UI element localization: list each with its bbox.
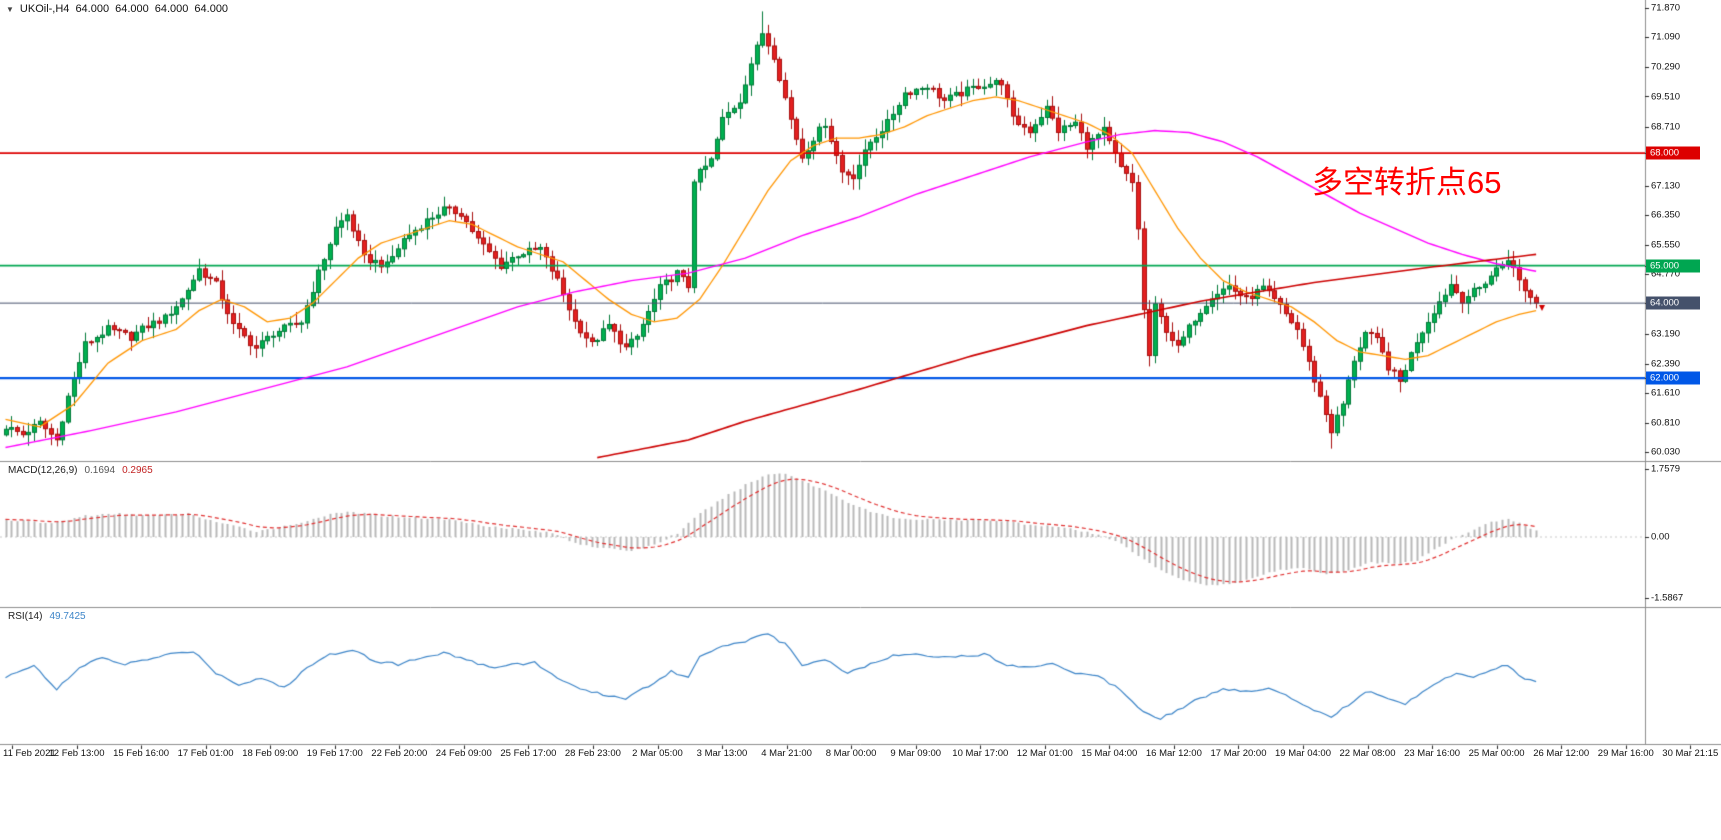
low-value: 64.000 xyxy=(154,3,189,15)
price-level-badge: 64.000 xyxy=(1646,296,1700,310)
price-tick-label: 62.390 xyxy=(1651,358,1681,369)
close-value: 64.000 xyxy=(194,3,229,15)
price-tick-label: 65.550 xyxy=(1651,239,1681,251)
time-tick-label: 25 Feb 17:00 xyxy=(500,748,557,759)
time-tick-label: 4 Mar 21:00 xyxy=(761,748,812,759)
macd-tick-label: 1.7579 xyxy=(1651,463,1681,475)
price-level-badge: 65.000 xyxy=(1646,259,1700,273)
macd-tick-label: 0.00 xyxy=(1651,531,1670,543)
open-value: 64.000 xyxy=(75,3,110,15)
time-tick-label: 16 Mar 12:00 xyxy=(1145,748,1202,759)
price-tick-label: 60.030 xyxy=(1651,446,1681,458)
time-tick-label: 12 Mar 01:00 xyxy=(1016,748,1073,759)
time-tick-label: 29 Mar 16:00 xyxy=(1597,748,1654,759)
macd-indicator-name: MACD(12,26,9) xyxy=(8,465,78,476)
time-tick-label: 2 Mar 05:00 xyxy=(632,748,683,759)
symbol-label: UKOil-,H4 xyxy=(19,3,70,15)
symbol-ohlc-bar: ▼ UKOil-,H4 64.000 64.000 64.000 64.000 xyxy=(6,3,234,15)
time-tick-label: 15 Feb 16:00 xyxy=(113,748,170,759)
price-tick-label: 60.810 xyxy=(1651,417,1681,429)
time-tick-label: 12 Feb 13:00 xyxy=(48,748,105,759)
price-tick-label: 63.190 xyxy=(1651,328,1681,339)
price-level-badge: 68.000 xyxy=(1646,146,1700,160)
time-tick-label: 19 Mar 04:00 xyxy=(1275,748,1331,759)
price-tick-label: 68.710 xyxy=(1651,121,1681,132)
time-tick-label: 17 Feb 01:00 xyxy=(177,748,234,759)
price-tick-label: 64.770 xyxy=(1651,268,1681,280)
price-tick-label: 69.510 xyxy=(1651,91,1681,102)
macd-main-value: 0.1694 xyxy=(84,465,116,476)
time-tick-label: 3 Mar 13:00 xyxy=(696,748,748,759)
time-tick-label: 24 Feb 09:00 xyxy=(435,748,492,759)
time-tick-label: 10 Mar 17:00 xyxy=(952,748,1009,759)
price-tick-label: 67.130 xyxy=(1651,180,1681,192)
price-level-badge: 62.000 xyxy=(1646,371,1700,385)
time-tick-label: 15 Mar 04:00 xyxy=(1081,748,1138,759)
macd-panel-label: MACD(12,26,9) 0.1694 0.2965 xyxy=(8,465,160,476)
price-tick-label: 66.350 xyxy=(1651,209,1681,221)
price-tick-label: 61.610 xyxy=(1651,387,1681,399)
time-tick-label: 23 Mar 16:00 xyxy=(1404,748,1461,759)
time-tick-label: 28 Feb 23:00 xyxy=(564,748,621,759)
time-tick-label: 19 Feb 17:00 xyxy=(306,748,363,759)
time-axis[interactable]: 11 Feb 2021 12 Feb 13:00 15 Feb 16:00 17 Fe… xyxy=(0,745,1721,767)
time-tick-label: 30 Mar 21:15 xyxy=(1662,748,1719,759)
rsi-value: 49.7425 xyxy=(49,611,86,622)
time-tick-label: 17 Mar 20:00 xyxy=(1210,748,1267,759)
time-tick-label: 11 Feb 2021 xyxy=(3,748,56,759)
macd-tick-label: -1.5867 xyxy=(1651,592,1684,604)
price-axis[interactable]: 71.870 71.090 70.290 69.510 68.710 67.130 66.3… xyxy=(1645,0,1721,745)
time-tick-label: 22 Feb 20:00 xyxy=(371,748,428,759)
time-tick-label: 18 Feb 09:00 xyxy=(242,748,299,759)
high-value: 64.000 xyxy=(115,3,149,15)
price-tick-label: 71.090 xyxy=(1651,31,1681,43)
rsi-panel-label: RSI(14) 49.7425 xyxy=(8,611,93,622)
rsi-indicator-name: RSI(14) xyxy=(8,611,43,622)
macd-signal-value: 0.2965 xyxy=(122,465,153,476)
time-tick-label: 22 Mar 08:00 xyxy=(1339,748,1396,759)
chart-text-annotation: 多空转折点65 xyxy=(1312,165,1502,200)
symbol-dropdown-icon[interactable]: ▼ xyxy=(6,5,14,14)
price-tick-label: 70.290 xyxy=(1651,61,1681,73)
time-tick-label: 9 Mar 09:00 xyxy=(890,748,942,759)
time-tick-label: 8 Mar 00:00 xyxy=(825,748,877,759)
time-tick-label: 26 Mar 12:00 xyxy=(1533,748,1590,759)
time-tick-label: 25 Mar 00:00 xyxy=(1468,748,1525,759)
price-tick-label: 71.870 xyxy=(1651,2,1681,14)
